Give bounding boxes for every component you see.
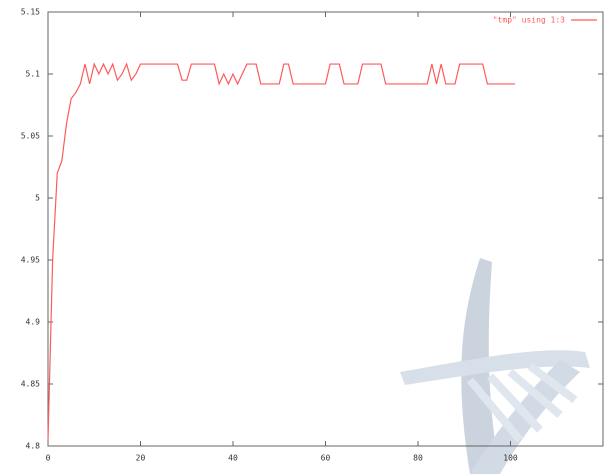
y-tick-label: 4.95 <box>21 256 40 265</box>
y-tick-label: 4.8 <box>26 442 41 451</box>
y-tick-label: 5.15 <box>21 8 40 17</box>
x-tick-label: 100 <box>503 454 518 463</box>
x-tick-label: 40 <box>228 454 238 463</box>
y-tick-label: 5.05 <box>21 132 40 141</box>
y-tick-label: 4.85 <box>21 380 40 389</box>
x-tick-label: 80 <box>413 454 423 463</box>
y-tick-label: 4.9 <box>26 318 41 327</box>
watermark <box>400 258 590 474</box>
x-tick-label: 0 <box>46 454 51 463</box>
legend-label: "tmp" using 1:3 <box>493 16 565 25</box>
x-tick-label: 60 <box>321 454 331 463</box>
y-tick-label: 5 <box>35 194 40 203</box>
data-line <box>47 62 516 440</box>
y-tick-label: 5.1 <box>26 70 41 79</box>
x-tick-label: 20 <box>136 454 146 463</box>
